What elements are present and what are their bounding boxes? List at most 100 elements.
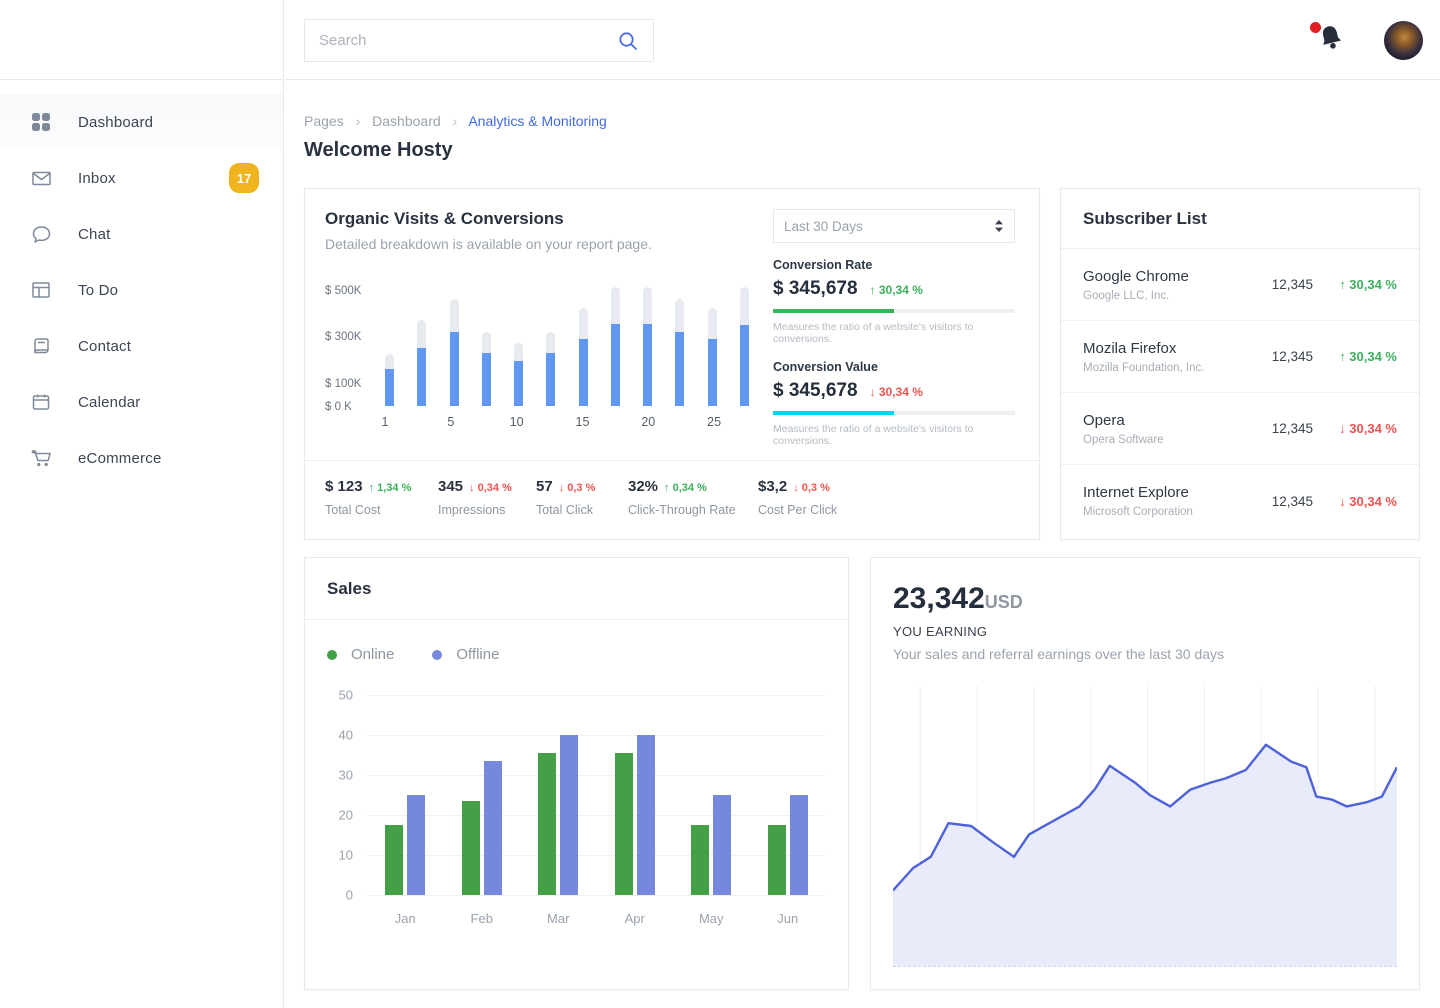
y-tick-label: 10 xyxy=(338,847,353,863)
sales-card: Sales Online Offline 0 10 20 30 40 50 Jan Feb M… xyxy=(304,557,849,990)
chat-bubble-icon xyxy=(30,223,52,245)
stat-delta: ↓ 0,3 % xyxy=(558,482,596,494)
earnings-currency: USD xyxy=(984,592,1023,612)
subscriber-count: 12,345 xyxy=(1271,421,1313,436)
search-input[interactable] xyxy=(319,32,617,49)
sidebar-item-label: Contact xyxy=(78,337,132,355)
organic-bar xyxy=(707,308,717,406)
metric-caption: Measures the ratio of a website's visito… xyxy=(773,321,974,345)
earnings-caption: Your sales and referral earnings over th… xyxy=(893,646,1225,662)
period-select[interactable]: Last 30 Days xyxy=(773,209,1015,243)
y-tick-label: 30 xyxy=(338,767,353,783)
layout-icon xyxy=(30,279,52,301)
bar-group-may xyxy=(691,695,732,895)
notification-bell-icon[interactable] xyxy=(1310,22,1348,56)
offline-bar xyxy=(636,735,655,895)
x-tick-label: Jan xyxy=(394,911,416,926)
subscriber-list-title: Subscriber List xyxy=(1061,189,1419,249)
calendar-icon xyxy=(30,391,52,413)
legend-item-offline[interactable]: Offline xyxy=(432,646,499,663)
offline-bar xyxy=(483,761,502,895)
organic-bar xyxy=(449,298,459,406)
stat-label: Impressions xyxy=(438,503,506,517)
subscriber-rows: Google Chrome Google LLC, Inc. 12,345 ↑ … xyxy=(1061,249,1419,537)
organic-bar-fill xyxy=(675,331,685,406)
offline-bar xyxy=(713,795,732,895)
subscriber-name: Opera xyxy=(1083,411,1125,429)
organic-visits-card: Organic Visits & Conversions Detailed br… xyxy=(304,188,1040,540)
online-bar xyxy=(385,825,404,895)
organic-bar-fill xyxy=(707,338,717,406)
main-content: Pages › Dashboard › Analytics & Monitori… xyxy=(304,80,1420,990)
sales-card-title: Sales xyxy=(305,558,848,620)
subscriber-name: Google Chrome xyxy=(1083,267,1189,285)
subscriber-name: Internet Explore xyxy=(1083,484,1189,501)
organic-bar xyxy=(578,308,588,406)
stat-impressions: 345 ↓ 0,34 % Impressions xyxy=(438,478,536,539)
bar-group-jan xyxy=(385,695,426,895)
user-avatar[interactable] xyxy=(1384,21,1423,60)
subscriber-row-opera[interactable]: Opera Opera Software 12,345 ↓ 30,34 % xyxy=(1061,393,1419,465)
stat-delta: ↓ 0,34 % xyxy=(469,482,512,494)
stat-value: $3,2 xyxy=(758,478,788,495)
sidebar-item-calendar[interactable]: Calendar xyxy=(0,374,283,430)
sidebar-item-label: Inbox xyxy=(78,169,116,187)
x-tick-label: 20 xyxy=(641,415,656,429)
address-book-icon xyxy=(30,335,52,357)
organic-bar xyxy=(610,287,620,406)
metric-label: Conversion Value xyxy=(773,360,878,374)
y-tick-label: 0 xyxy=(345,887,353,903)
subscriber-row-mozila-firefox[interactable]: Mozila Firefox Mozilla Foundation, Inc. … xyxy=(1061,321,1419,393)
breadcrumb-item-dashboard[interactable]: Dashboard xyxy=(372,113,441,129)
sidebar-item-ecommerce[interactable]: eCommerce xyxy=(0,430,283,486)
metric-label: Conversion Rate xyxy=(773,258,873,272)
stat-total-cost: $ 123 ↑ 1,34 % Total Cost xyxy=(325,478,438,539)
metric-conversion-value: Conversion Value $ 345,678 ↓ 30,34 % Mea… xyxy=(773,360,1015,447)
subscriber-row-internet-explore[interactable]: Internet Explore Microsoft Corporation 1… xyxy=(1061,465,1419,537)
breadcrumb-item-current[interactable]: Analytics & Monitoring xyxy=(468,113,607,129)
earnings-area-fill xyxy=(893,744,1397,966)
search-icon[interactable] xyxy=(617,30,639,52)
organic-bar xyxy=(739,287,749,406)
metric-conversion-rate: Conversion Rate $ 345,678 ↑ 30,34 % Meas… xyxy=(773,258,1015,345)
organic-card-title: Organic Visits & Conversions xyxy=(325,209,564,228)
sales-bar-chart: 0 10 20 30 40 50 xyxy=(327,688,826,903)
stat-value: 345 xyxy=(438,478,464,495)
legend-label: Online xyxy=(351,646,395,663)
offline-bar xyxy=(407,795,426,895)
earnings-line xyxy=(893,745,1397,891)
metric-progress-fill xyxy=(773,411,894,415)
x-tick-label: Jun xyxy=(777,911,799,926)
stat-total-click: 57 ↓ 0,3 % Total Click xyxy=(536,478,628,539)
x-tick-label: 15 xyxy=(575,415,590,429)
organic-bar-fill xyxy=(546,352,556,406)
earnings-card: 23,342USD YOU EARNING Your sales and ref… xyxy=(870,557,1420,990)
envelope-icon xyxy=(30,167,52,189)
stat-delta: ↑ 1,34 % xyxy=(368,482,412,494)
legend-item-online[interactable]: Online xyxy=(327,646,394,663)
sidebar-item-chat[interactable]: Chat xyxy=(0,206,283,262)
online-bar xyxy=(691,825,710,895)
sales-chart-y-axis: 0 10 20 30 40 50 xyxy=(327,688,367,903)
x-tick-label: 25 xyxy=(707,415,722,429)
sidebar-item-dashboard[interactable]: Dashboard xyxy=(0,94,283,150)
sidebar-item-label: eCommerce xyxy=(78,449,162,467)
x-tick-label: 1 xyxy=(381,415,389,429)
sidebar-item-inbox[interactable]: Inbox 17 xyxy=(0,150,283,206)
sidebar-item-to-do[interactable]: To Do xyxy=(0,262,283,318)
gridline xyxy=(367,695,826,696)
subscriber-delta: ↑ 30,34 % xyxy=(1339,277,1397,292)
x-tick-label: Apr xyxy=(624,911,645,926)
search-box[interactable] xyxy=(304,19,654,62)
sidebar-item-contact[interactable]: Contact xyxy=(0,318,283,374)
stat-click-through-rate: 32% ↑ 0,34 % Click-Through Rate xyxy=(628,478,758,539)
subscriber-row-google-chrome[interactable]: Google Chrome Google LLC, Inc. 12,345 ↑ … xyxy=(1061,249,1419,321)
stat-value: $ 123 xyxy=(325,478,363,495)
breadcrumb-item-pages[interactable]: Pages xyxy=(304,113,344,129)
subscriber-list-card: Subscriber List Google Chrome Google LLC… xyxy=(1060,188,1420,540)
y-tick-label: 20 xyxy=(338,807,353,823)
subscriber-delta: ↑ 30,34 % xyxy=(1339,349,1397,364)
subscriber-company: Microsoft Corporation xyxy=(1083,506,1193,518)
subscriber-name: Mozila Firefox xyxy=(1083,339,1177,357)
stat-label: Cost Per Click xyxy=(758,503,838,517)
